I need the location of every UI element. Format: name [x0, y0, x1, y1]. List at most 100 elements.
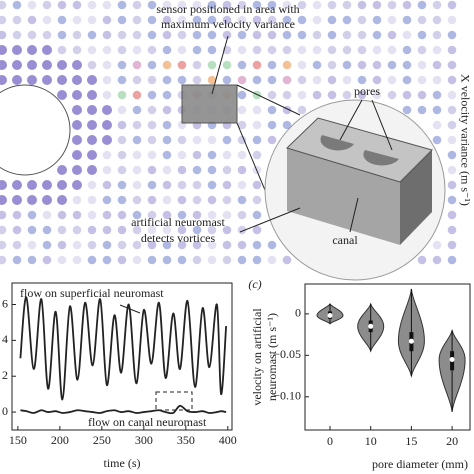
field-dot — [72, 0, 82, 10]
field-dot — [117, 135, 127, 145]
field-dot — [132, 15, 142, 25]
field-dot — [27, 240, 37, 250]
field-dot — [297, 60, 307, 70]
field-dot — [267, 255, 277, 265]
field-dot — [27, 210, 37, 220]
field-dot — [132, 150, 142, 160]
field-dot — [237, 30, 247, 40]
field-dot — [222, 0, 232, 10]
field-dot — [57, 165, 67, 175]
field-dot — [432, 90, 442, 100]
field-dot — [177, 60, 187, 70]
field-dot — [192, 180, 202, 190]
field-dot — [177, 165, 187, 175]
field-dot — [0, 75, 7, 85]
field-dot — [147, 180, 157, 190]
y-tick-label: 4 — [2, 332, 8, 346]
field-dot — [267, 15, 277, 25]
field-dot — [87, 180, 97, 190]
field-dot — [57, 210, 67, 220]
field-dot — [282, 60, 292, 70]
field-dot — [0, 180, 7, 190]
field-dot — [117, 150, 127, 160]
field-dot — [12, 225, 22, 235]
field-dot — [192, 0, 202, 10]
plot-frame — [11, 282, 233, 431]
pore — [320, 135, 354, 151]
field-dot — [267, 135, 277, 145]
field-dot — [402, 30, 412, 40]
field-dot — [162, 240, 172, 250]
field-dot — [162, 15, 172, 25]
field-dot — [177, 0, 187, 10]
field-dot — [147, 225, 157, 235]
field-dot — [72, 15, 82, 25]
x-tick-label: 250 — [93, 433, 111, 447]
field-dot — [222, 240, 232, 250]
field-dot — [132, 255, 142, 265]
field-dot — [177, 15, 187, 25]
zoom-line — [236, 84, 301, 116]
field-dot — [87, 195, 97, 205]
field-dot — [237, 60, 247, 70]
zoom-box — [155, 391, 193, 411]
field-dot — [252, 120, 262, 130]
field-dot — [402, 45, 412, 55]
field-dot — [177, 135, 187, 145]
field-dot — [102, 120, 112, 130]
field-dot — [447, 225, 457, 235]
field-dot — [357, 75, 367, 85]
field-dot — [447, 165, 457, 175]
field-dot — [207, 15, 217, 25]
field-dot — [282, 30, 292, 40]
field-dot — [102, 30, 112, 40]
field-dot — [132, 165, 142, 175]
field-dot — [177, 30, 187, 40]
field-dot — [42, 15, 52, 25]
field-dot — [267, 240, 277, 250]
field-dot — [57, 30, 67, 40]
field-dot — [252, 150, 262, 160]
field-dot — [117, 180, 127, 190]
field-dot — [72, 75, 82, 85]
field-dot — [132, 75, 142, 85]
field-dot — [177, 150, 187, 160]
field-dot — [267, 45, 277, 55]
field-dot — [192, 195, 202, 205]
field-dot — [402, 90, 412, 100]
field-dot — [27, 30, 37, 40]
field-dot — [297, 90, 307, 100]
field-dot — [57, 90, 67, 100]
field-dot — [72, 150, 82, 160]
annotation: maximum velocity variance — [161, 17, 295, 31]
field-dot — [312, 90, 322, 100]
field-dot — [87, 150, 97, 160]
pointer — [211, 35, 229, 95]
field-dot — [132, 120, 142, 130]
field-dot — [162, 60, 172, 70]
field-dot — [222, 255, 232, 265]
field-dot — [267, 105, 277, 115]
field-dot — [12, 0, 22, 10]
annotation: canal — [332, 233, 358, 247]
data-line — [19, 296, 228, 401]
field-dot — [312, 45, 322, 55]
field-dot — [237, 240, 247, 250]
field-dot — [372, 45, 382, 55]
field-dot — [27, 225, 37, 235]
field-dot — [87, 255, 97, 265]
field-dot — [417, 75, 427, 85]
field-dot — [192, 225, 202, 235]
colorbar-label: X velocity variance (m s⁻¹) — [458, 74, 472, 206]
field-dot — [357, 0, 367, 10]
field-dot — [237, 255, 247, 265]
x-axis-label: time (s) — [104, 456, 141, 470]
field-dot — [87, 0, 97, 10]
x-tick-label: 300 — [135, 433, 153, 447]
field-dot — [372, 75, 382, 85]
field-dot — [147, 210, 157, 220]
field-dot — [252, 195, 262, 205]
field-dot — [327, 45, 337, 55]
field-dot — [252, 240, 262, 250]
field-dot — [102, 195, 112, 205]
